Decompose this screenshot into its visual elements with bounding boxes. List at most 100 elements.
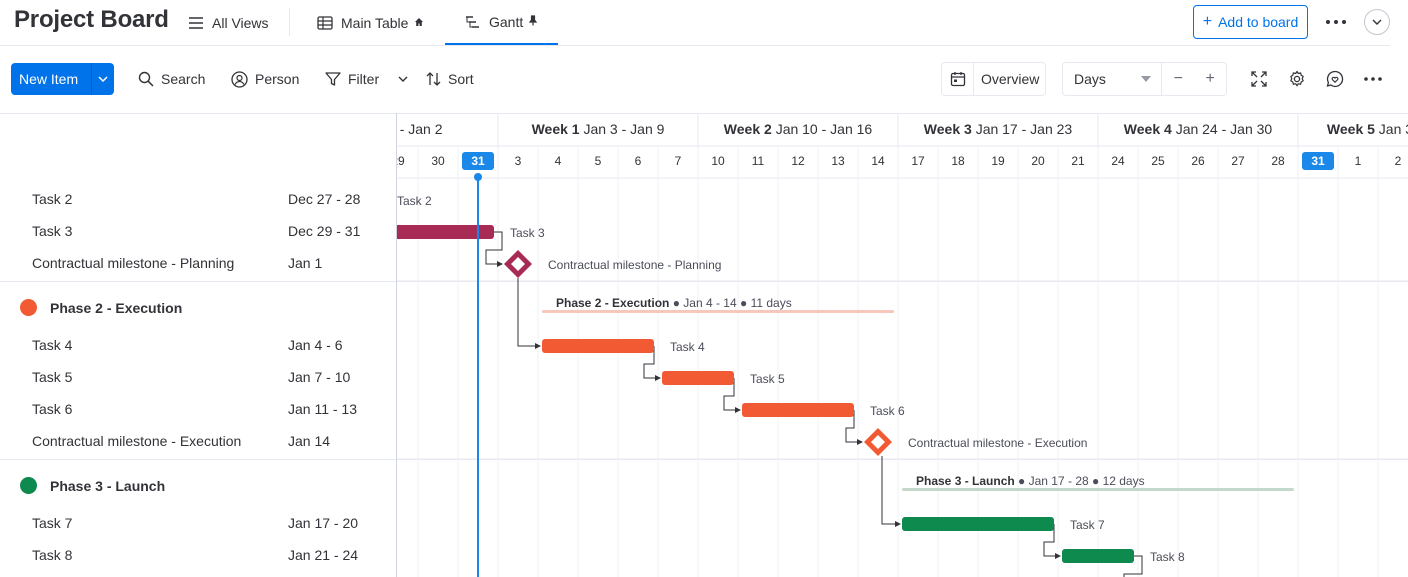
day-label: 5 [595,154,602,168]
gantt-timeline[interactable]: 2930313456710111213141718192021242526272… [397,114,1408,577]
pin-icon [529,14,538,29]
item-dates: Dec 29 - 31 [288,223,361,239]
day-label: 13 [831,154,845,168]
item-dates: Jan 17 - 20 [288,515,359,531]
day-label: 10 [711,154,725,168]
day-label: 31 [471,154,485,168]
day-label: 24 [1111,154,1125,168]
sort-button[interactable]: Sort [426,63,474,95]
day-label: 1 [1355,154,1362,168]
add-to-board-button[interactable]: + Add to board [1193,5,1308,39]
zoom-in-button[interactable]: + [1205,70,1215,87]
list-item[interactable]: Task 7 Jan 17 - 20 [0,508,396,540]
day-label: 28 [1271,154,1285,168]
chevron-down-icon[interactable] [398,76,408,82]
list-item[interactable]: Contractual milestone - Planning Jan 1 [0,248,396,280]
list-item[interactable]: Task 5 Jan 7 - 10 [0,362,396,394]
person-icon [231,70,248,88]
bar-label-milestone-execution: Contractual milestone - Execution [908,436,1087,450]
home-icon [414,17,424,30]
item-dates: Jan 1 [288,255,323,271]
zoom-control: Days − + [1062,62,1227,96]
list-item[interactable]: Task 4 Jan 4 - 6 [0,330,396,362]
bar-label-task-4: Task 4 [670,340,705,354]
chevron-down-icon [1372,19,1382,25]
dependency-arrow [881,456,901,527]
tab-label: Gantt [489,13,524,30]
item-dates: Dec 27 - 28 [288,191,361,207]
gantt-chart[interactable]: 2930313456710111213141718192021242526272… [397,114,1408,577]
day-label: 19 [991,154,1005,168]
zoom-out-button[interactable]: − [1173,70,1184,87]
divider [289,8,290,36]
group-header-phase-3[interactable]: Phase 3 - Launch [0,466,396,506]
task-bar-task-5[interactable] [662,371,734,385]
filter-icon [325,72,341,86]
calendar-icon [942,63,974,95]
milestone-execution[interactable] [864,428,892,456]
day-label: 17 [911,154,925,168]
milestone-planning[interactable] [504,250,532,278]
task-bar-task-4[interactable] [542,339,654,353]
group-color-dot[interactable] [20,477,37,494]
group-header-phase-2[interactable]: Phase 2 - Execution [0,288,396,328]
bar-label-task-7: Task 7 [1070,518,1105,532]
overview-button[interactable]: Overview [941,62,1046,96]
week-label: Dec 27 - Jan 2 [397,121,443,137]
more-options-icon[interactable] [1322,8,1350,36]
bar-label-task-2: Task 2 [397,194,432,208]
settings-gear-icon[interactable] [1284,66,1310,92]
dependency-arrow [485,231,503,267]
week-label: Week 4 Jan 24 - Jan 30 [1124,121,1273,137]
item-dates: Jan 14 [288,433,331,449]
item-name: Task 5 [32,369,73,385]
task-bar-task-7[interactable] [902,517,1054,531]
item-dates: Jan 7 - 10 [288,369,351,385]
person-filter-button[interactable]: Person [231,63,299,95]
new-item-button[interactable]: New Item [11,63,114,95]
task-bar-task-8[interactable] [1062,549,1134,563]
tab-main-table[interactable]: Main Table [317,0,424,46]
search-button[interactable]: Search [138,63,205,95]
week-label: Week 1 Jan 3 - Jan 9 [532,121,665,137]
page-title: Project Board [14,6,169,33]
list-item[interactable]: Task 2 Dec 27 - 28 [0,184,396,216]
day-label: 11 [752,154,765,168]
divider [0,45,1390,46]
bar-label-task-6: Task 6 [870,404,905,418]
item-dates: Jan 21 - 24 [288,547,359,563]
today-marker [474,173,482,181]
day-label: 26 [1191,154,1205,168]
task-bar-task-6[interactable] [742,403,854,417]
group-color-dot[interactable] [20,299,37,316]
bar-label-task-5: Task 5 [750,372,785,386]
day-label: 12 [791,154,805,168]
group-name: Phase 2 - Execution [50,300,183,316]
list-item[interactable]: Task 8 Jan 21 - 24 [0,540,396,572]
tab-label: All Views [212,15,269,31]
caret-down-icon [1141,76,1152,82]
fullscreen-icon[interactable] [1246,66,1272,92]
list-item[interactable]: Task 6 Jan 11 - 13 [0,394,396,426]
item-name: Task 7 [32,515,73,531]
collapse-header-button[interactable] [1364,9,1390,35]
day-label: 29 [397,154,405,168]
dependency-arrow [845,410,863,445]
item-name: Task 2 [32,191,73,207]
feedback-heart-icon[interactable] [1322,66,1348,92]
phase-summary-bar [542,310,894,313]
list-item[interactable]: Contractual milestone - Execution Jan 14 [0,426,396,458]
week-label: Week 3 Jan 17 - Jan 23 [924,121,1073,137]
more-options-icon[interactable] [1360,66,1386,92]
list-item[interactable]: Task 3 Dec 29 - 31 [0,216,396,248]
tab-gantt[interactable]: Gantt [445,0,558,45]
zoom-level-select[interactable]: Days [1063,63,1163,95]
search-icon [138,71,154,87]
tab-all-views[interactable]: All Views [188,0,269,46]
filter-button[interactable]: Filter [325,63,408,95]
chevron-down-icon[interactable] [92,76,114,82]
item-name: Task 4 [32,337,73,353]
task-bar-task-3[interactable] [397,225,494,239]
item-dates: Jan 11 - 13 [288,401,358,417]
day-label: 3 [515,154,522,168]
